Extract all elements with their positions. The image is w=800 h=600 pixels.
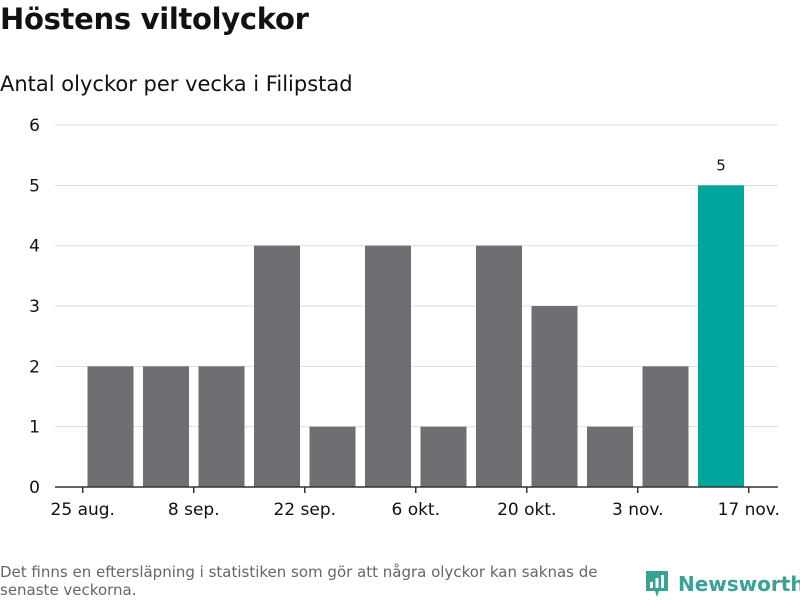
- y-tick-label: 0: [29, 478, 40, 498]
- x-tick-label: 25 aug.: [51, 500, 115, 520]
- bar: [531, 306, 578, 487]
- x-tick-label: 6 okt.: [391, 500, 440, 520]
- bar: [642, 366, 689, 487]
- bar: [365, 245, 411, 487]
- footnote: Det finns en eftersläpning i statistiken…: [0, 563, 598, 599]
- y-tick-label: 4: [29, 237, 40, 257]
- x-tick-label: 3 nov.: [612, 500, 664, 520]
- x-tick-label: 20 okt.: [497, 500, 556, 520]
- bar: [420, 426, 467, 487]
- y-tick-label: 6: [29, 116, 40, 136]
- y-tick-label: 5: [29, 176, 40, 196]
- bar: [698, 185, 744, 488]
- brand-name: Newsworthy: [678, 572, 800, 596]
- bar: [198, 366, 245, 487]
- bar: [309, 426, 356, 487]
- bar: [143, 366, 189, 487]
- bar-chart: 0 1 2 3 4 5 6 25 aug. 8 sep. 22 sep. 6 okt. 20 okt.…: [29, 116, 780, 520]
- x-tick-label: 17 nov.: [718, 500, 780, 520]
- bar: [476, 245, 522, 487]
- x-tick-label: 22 sep.: [273, 500, 336, 520]
- chart-title: Höstens viltolyckor: [0, 2, 309, 36]
- bar: [587, 426, 633, 487]
- brand-logo[interactable]: Newsworthy: [644, 569, 800, 599]
- y-tick-label: 2: [29, 357, 40, 377]
- x-tick-label: 8 sep.: [168, 500, 220, 520]
- newsworthy-logo-icon: [646, 571, 668, 597]
- y-tick-label: 3: [29, 297, 40, 317]
- bar: [87, 366, 134, 487]
- data-label: 5: [716, 156, 726, 174]
- bar: [254, 245, 300, 487]
- y-tick-label: 1: [29, 418, 40, 438]
- chart-subtitle: Antal olyckor per vecka i Filipstad: [0, 72, 353, 96]
